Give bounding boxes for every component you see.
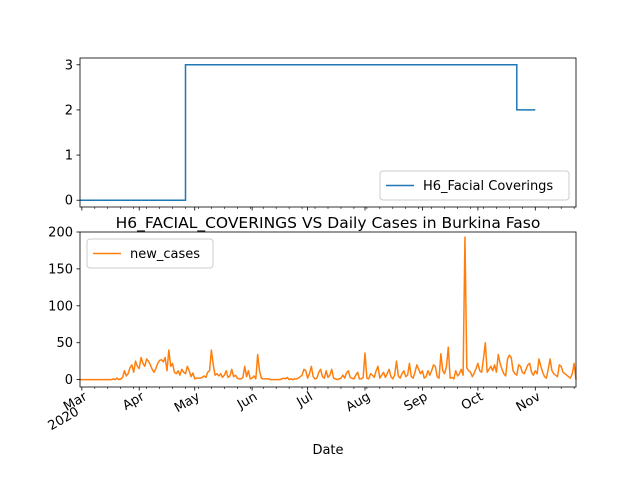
top-legend-label: H6_Facial Coverings: [423, 179, 553, 194]
bottom-y-ticks: 0 50 100 150 200: [48, 226, 80, 388]
top-y-tick-label-1: 1: [65, 149, 73, 164]
x-tick-label-may: May: [172, 389, 203, 416]
top-y-tick-label-2: 2: [65, 103, 73, 118]
top-y-tick-label-0: 0: [65, 194, 73, 209]
x-axis-label: Date: [312, 443, 343, 458]
bottom-panel: H6_FACIAL_COVERINGS VS Daily Cases in Bu…: [46, 214, 577, 458]
bottom-y-tick-label-50: 50: [56, 336, 73, 351]
top-legend: H6_Facial Coverings: [379, 170, 570, 201]
x-tick-label-jun: Jun: [234, 389, 260, 413]
x-tick-label-aug: Aug: [344, 389, 373, 415]
top-legend-box: [379, 170, 570, 201]
x-tick-label-apr: Apr: [120, 389, 148, 414]
top-plot-frame: [79, 57, 577, 208]
top-x-ticks: [81, 207, 575, 211]
x-tick-label-jul: Jul: [294, 389, 316, 410]
bottom-plot-frame: [79, 231, 577, 388]
top-panel: 0 1 2 3 H6_Facial Coverings: [65, 57, 577, 211]
x-tick-label-nov: Nov: [514, 389, 544, 415]
bottom-y-tick-label-100: 100: [48, 299, 73, 314]
bottom-y-tick-label-0: 0: [65, 373, 73, 388]
bottom-y-tick-label-150: 150: [48, 262, 73, 277]
x-tick-label-sep: Sep: [402, 389, 431, 414]
top-y-tick-label-3: 3: [65, 58, 73, 73]
bottom-legend-label: new_cases: [130, 247, 200, 262]
chart-title: H6_FACIAL_COVERINGS VS Daily Cases in Bu…: [116, 214, 541, 233]
new-cases-line: [80, 236, 577, 381]
x-tick-label-year: 2020: [46, 404, 82, 434]
facial-coverings-line: [80, 64, 536, 201]
bottom-legend-box: [86, 238, 214, 269]
top-y-ticks: 0 1 2 3: [65, 58, 80, 209]
bottom-legend: new_cases: [86, 238, 214, 269]
bottom-y-tick-label-200: 200: [48, 226, 73, 241]
x-tick-label-oct: Oct: [459, 389, 486, 413]
